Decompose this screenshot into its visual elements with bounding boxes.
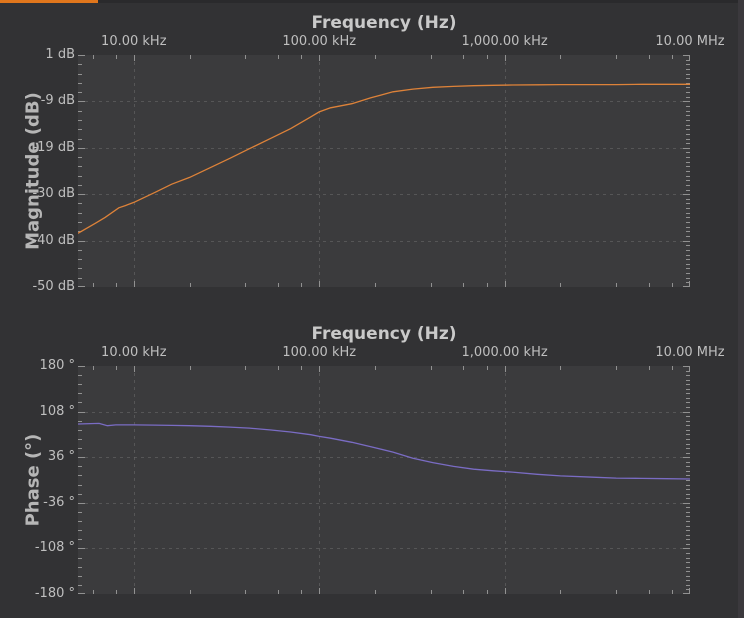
x-tick-label: 10.00 kHz	[101, 34, 167, 49]
y-tick-label: -40 dB	[32, 232, 75, 248]
x-tick-label: 100.00 kHz	[282, 34, 357, 49]
y-tick-label: 108 °	[39, 403, 75, 419]
y-tick-label: -19 dB	[32, 139, 75, 155]
magnitude-plot-area[interactable]	[78, 55, 690, 287]
x-tick-label: 100.00 kHz	[282, 345, 357, 360]
phase-plot-area[interactable]	[78, 366, 690, 594]
y-tick-label: 1 dB	[45, 47, 75, 62]
active-tab-indicator	[0, 0, 98, 3]
y-tick-label: -36 °	[43, 494, 75, 510]
x-tick-label: 1,000.00 kHz	[461, 345, 548, 360]
window-top-edge	[0, 0, 744, 3]
phase-trace-canvas	[78, 366, 690, 594]
y-tick-label: 180 °	[39, 358, 75, 373]
x-tick-label: 10.00 MHz	[655, 345, 725, 360]
phase-trace	[78, 422, 690, 480]
magnitude-trace	[78, 83, 690, 234]
magnitude-trace-canvas	[78, 55, 690, 287]
magnitude-y-axis-title: Magnitude (dB)	[22, 92, 44, 250]
x-tick-label: 1,000.00 kHz	[461, 34, 548, 49]
y-tick-label: -30 dB	[32, 186, 75, 202]
y-tick-label: -50 dB	[32, 279, 75, 294]
y-tick-label: -9 dB	[40, 93, 75, 109]
x-tick-label: 10.00 MHz	[655, 34, 725, 49]
y-tick-label: -108 °	[34, 540, 75, 556]
y-tick-label: -180 °	[34, 586, 75, 601]
magnitude-x-axis-title: Frequency (Hz)	[311, 13, 457, 33]
x-tick-label: 10.00 kHz	[101, 345, 167, 360]
y-tick-label: 36 °	[47, 449, 75, 465]
right-panel-edge	[738, 0, 744, 618]
phase-y-axis-title: Phase (°)	[22, 433, 44, 527]
phase-x-axis-title: Frequency (Hz)	[311, 324, 457, 344]
